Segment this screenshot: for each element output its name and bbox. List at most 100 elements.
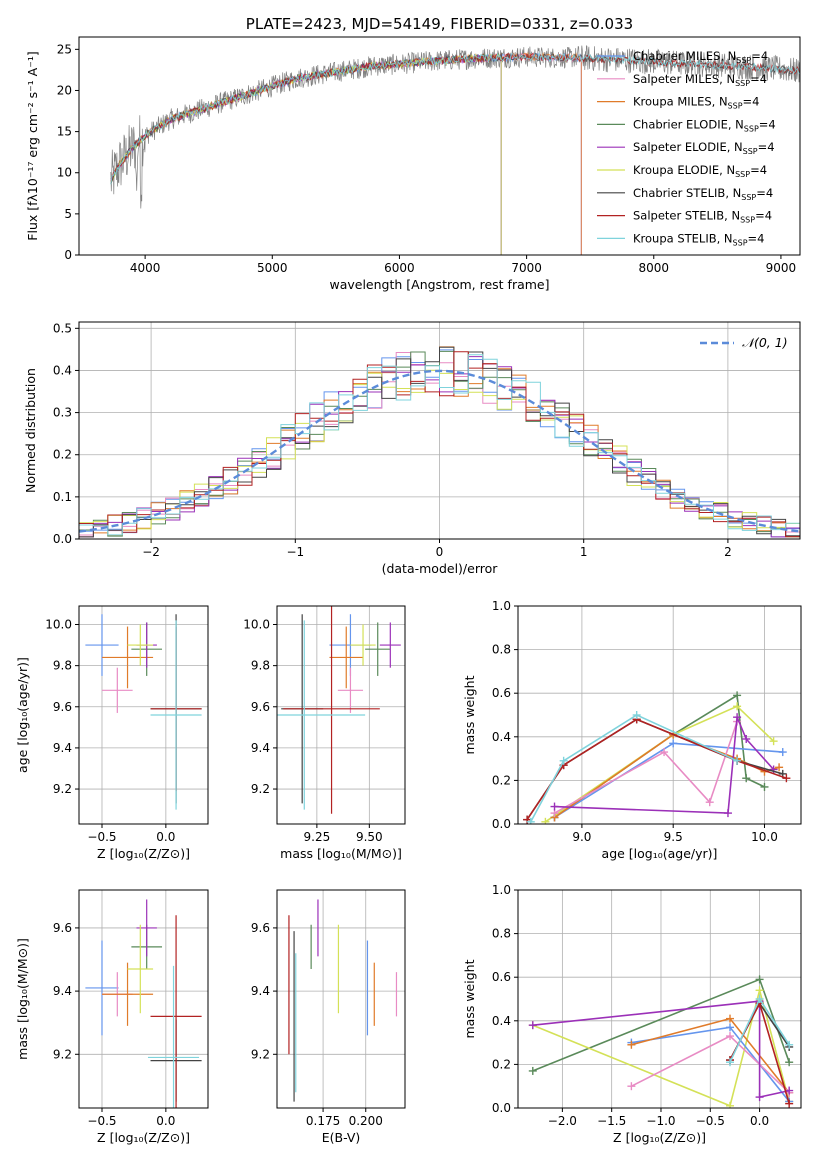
x-tick-label: 0.0	[156, 1114, 175, 1128]
age-vs-mass-panel: 9.25 9.50 9.2 9.4 9.6 9.8 10.0 mass [log₁₀(M/M⊙…	[243, 605, 406, 861]
legend-label: Kroupa MILES, NSSP=4	[633, 95, 759, 111]
y-tick-label: 1.0	[492, 599, 511, 613]
x-tick-label: −1	[286, 545, 304, 559]
y-tick-label: 5	[64, 207, 72, 221]
weight-marker	[785, 1040, 794, 1049]
weight-marker	[782, 774, 791, 783]
weight-marker	[627, 1040, 636, 1049]
legend-label: Chabrier MILES, NSSP=4	[633, 49, 768, 65]
y-tick-label: 0.6	[492, 686, 511, 700]
error-bar-point	[85, 940, 119, 1036]
weight-marker	[726, 1014, 735, 1023]
x-axis-label: Z [log₁₀(Z/Z⊙)]	[97, 1130, 190, 1145]
weight-marker	[726, 1023, 735, 1032]
y-tick-label: 15	[57, 125, 72, 139]
weight-line	[532, 987, 790, 1107]
legend-label: 𝒩(0, 1)	[742, 335, 788, 350]
residuals-panel: −2 −1 0 1 2 0.0 0.1 0.2 0.3 0.4 0.5 (data-model)/er…	[23, 321, 801, 576]
x-tick-label: 8000	[638, 261, 669, 275]
x-tick-label: −2.0	[548, 1114, 577, 1128]
model-spectrum	[110, 53, 502, 255]
y-tick-label: 0.1	[53, 490, 72, 504]
x-tick-label: −0.5	[696, 1114, 725, 1128]
y-tick-label: 9.8	[251, 659, 270, 673]
weight-marker	[559, 756, 568, 765]
plot-area	[110, 45, 800, 255]
weight-marker	[733, 756, 742, 765]
model-spectrum	[110, 51, 582, 255]
y-axis-label: age [log₁₀(age/yr)]	[15, 657, 30, 773]
y-tick-label: 9.4	[53, 984, 72, 998]
weight-series	[528, 975, 794, 1075]
y-tick-label: 20	[57, 83, 72, 97]
x-tick-label: 2	[724, 545, 732, 559]
y-tick-label: 9.2	[251, 782, 270, 796]
error-bar-point	[101, 626, 154, 689]
error-bar-point	[277, 620, 366, 810]
y-tick-label: 9.6	[53, 700, 72, 714]
mass-weight-vs-age-panel: 9.0 9.5 10.0 0.0 0.2 0.4 0.6 0.8 1.0 age [log₁₀(a…	[462, 599, 802, 861]
x-tick-label: 5000	[257, 261, 288, 275]
weight-marker	[669, 739, 678, 748]
axes-frame	[78, 889, 209, 1109]
y-tick-label: 9.6	[251, 700, 270, 714]
weight-marker	[528, 1066, 537, 1075]
plot-area	[523, 691, 791, 824]
plot-area	[288, 899, 398, 1102]
error-bar-point	[150, 915, 202, 1108]
y-tick-label: 0.8	[492, 927, 511, 941]
weight-marker	[742, 734, 751, 743]
weight-line	[526, 718, 787, 821]
x-axis-label: Z [log₁₀(Z/Z⊙)]	[613, 1130, 706, 1145]
error-bar-point	[283, 606, 380, 814]
y-tick-label: 0.0	[492, 1101, 511, 1115]
weight-marker	[528, 1021, 537, 1030]
y-tick-label: 0.3	[53, 406, 72, 420]
weight-marker	[723, 809, 732, 818]
weight-line	[530, 714, 738, 823]
y-tick-label: 9.2	[53, 782, 72, 796]
axes-frame	[517, 889, 802, 1109]
weight-marker	[755, 986, 764, 995]
error-bar-point	[337, 667, 364, 713]
weight-marker	[733, 713, 742, 722]
x-tick-label: −1.0	[646, 1114, 675, 1128]
y-tick-label: 1.0	[492, 883, 511, 897]
error-bar-point	[365, 622, 391, 676]
plot-area	[528, 975, 794, 1108]
weight-series	[550, 691, 769, 822]
y-tick-label: 10.0	[45, 618, 72, 632]
weight-marker	[660, 748, 669, 757]
error-bar-point	[147, 965, 200, 1108]
weight-marker	[627, 1082, 636, 1091]
error-bar-point	[101, 667, 133, 713]
weight-marker	[760, 782, 769, 791]
model-spectrum	[110, 52, 800, 182]
error-bar-point	[150, 620, 202, 810]
mass-weight-vs-metallicity-panel: −2.0 −1.5 −1.0 −0.5 0.0 0.0 0.2 0.4 0.6 0.8 1.0 Z […	[462, 883, 802, 1145]
y-tick-label: 0.4	[492, 1014, 511, 1028]
x-tick-label: 0	[436, 545, 444, 559]
axes-frame	[78, 605, 209, 825]
x-tick-label: 9.0	[572, 830, 591, 844]
weight-line	[554, 721, 738, 814]
x-tick-label: 0.0	[156, 830, 175, 844]
y-axis-label: mass [log₁₀(M/M⊙)]	[15, 938, 30, 1060]
weight-marker	[755, 975, 764, 984]
residual-histogram	[79, 346, 800, 538]
error-bar-point	[127, 924, 154, 1014]
error-bar-point	[350, 624, 376, 666]
legend-label: Chabrier STELIB, NSSP=4	[633, 186, 773, 202]
weight-marker	[755, 995, 764, 1003]
y-tick-label: 0.4	[492, 730, 511, 744]
weight-marker	[726, 1058, 735, 1067]
y-tick-label: 0.0	[53, 532, 72, 546]
weight-marker	[705, 798, 714, 807]
y-axis-label: Normed distribution	[23, 368, 38, 493]
error-bar-point	[136, 899, 157, 957]
weight-marker	[550, 802, 559, 811]
weight-marker	[632, 711, 641, 719]
residual-histogram	[79, 351, 800, 538]
weight-marker	[726, 1101, 735, 1108]
weight-marker	[733, 691, 742, 700]
